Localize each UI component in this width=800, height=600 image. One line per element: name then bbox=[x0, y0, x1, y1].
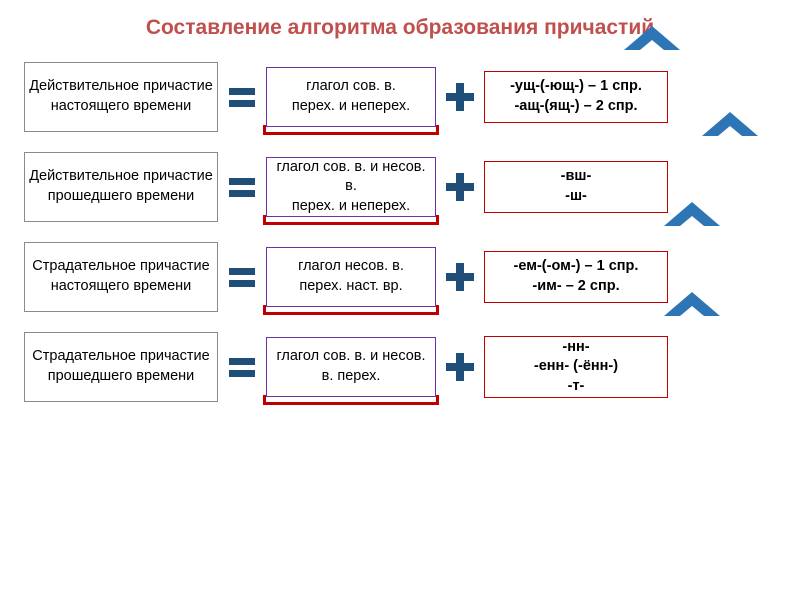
equals-icon bbox=[228, 83, 256, 111]
equals-icon bbox=[228, 353, 256, 381]
bracket-underline bbox=[263, 395, 439, 405]
chevron-up-icon bbox=[624, 26, 680, 62]
plus-icon bbox=[446, 83, 474, 111]
plus-icon bbox=[446, 263, 474, 291]
chevron-up-icon bbox=[702, 112, 758, 148]
participle-type-box: Действительное причастие прошедшего врем… bbox=[24, 152, 218, 222]
verb-source-box: глагол сов. в. и несов. в. перех. bbox=[266, 337, 436, 397]
verb-source-box: глагол сов. в.перех. и неперех. bbox=[266, 67, 436, 127]
rows-container: Действительное причастие настоящего врем… bbox=[24, 62, 776, 402]
suffix-box: -ущ-(-ющ-) – 1 спр.-ащ-(ящ-) – 2 спр. bbox=[484, 71, 668, 123]
suffix-box: -нн--енн- (-ённ-)-т- bbox=[484, 336, 668, 398]
participle-type-box: Действительное причастие настоящего врем… bbox=[24, 62, 218, 132]
equals-icon bbox=[228, 173, 256, 201]
equals-icon bbox=[228, 263, 256, 291]
bracket-underline bbox=[263, 215, 439, 225]
verb-source-box: глагол сов. в. и несов. в.перех. и непер… bbox=[266, 157, 436, 217]
participle-type-box: Страдательное причастие настоящего време… bbox=[24, 242, 218, 312]
participle-type-box: Страдательное причастие прошедшего време… bbox=[24, 332, 218, 402]
chevron-up-icon bbox=[664, 292, 720, 328]
bracket-underline bbox=[263, 305, 439, 315]
suffix-box: -ем-(-ом-) – 1 спр.-им- – 2 спр. bbox=[484, 251, 668, 303]
algorithm-row: Действительное причастие настоящего врем… bbox=[24, 62, 776, 132]
plus-icon bbox=[446, 173, 474, 201]
suffix-box: -вш--ш- bbox=[484, 161, 668, 213]
algorithm-row: Страдательное причастие прошедшего време… bbox=[24, 332, 776, 402]
bracket-underline bbox=[263, 125, 439, 135]
verb-source-box: глагол несов. в.перех. наст. вр. bbox=[266, 247, 436, 307]
chevron-up-icon bbox=[664, 202, 720, 238]
plus-icon bbox=[446, 353, 474, 381]
